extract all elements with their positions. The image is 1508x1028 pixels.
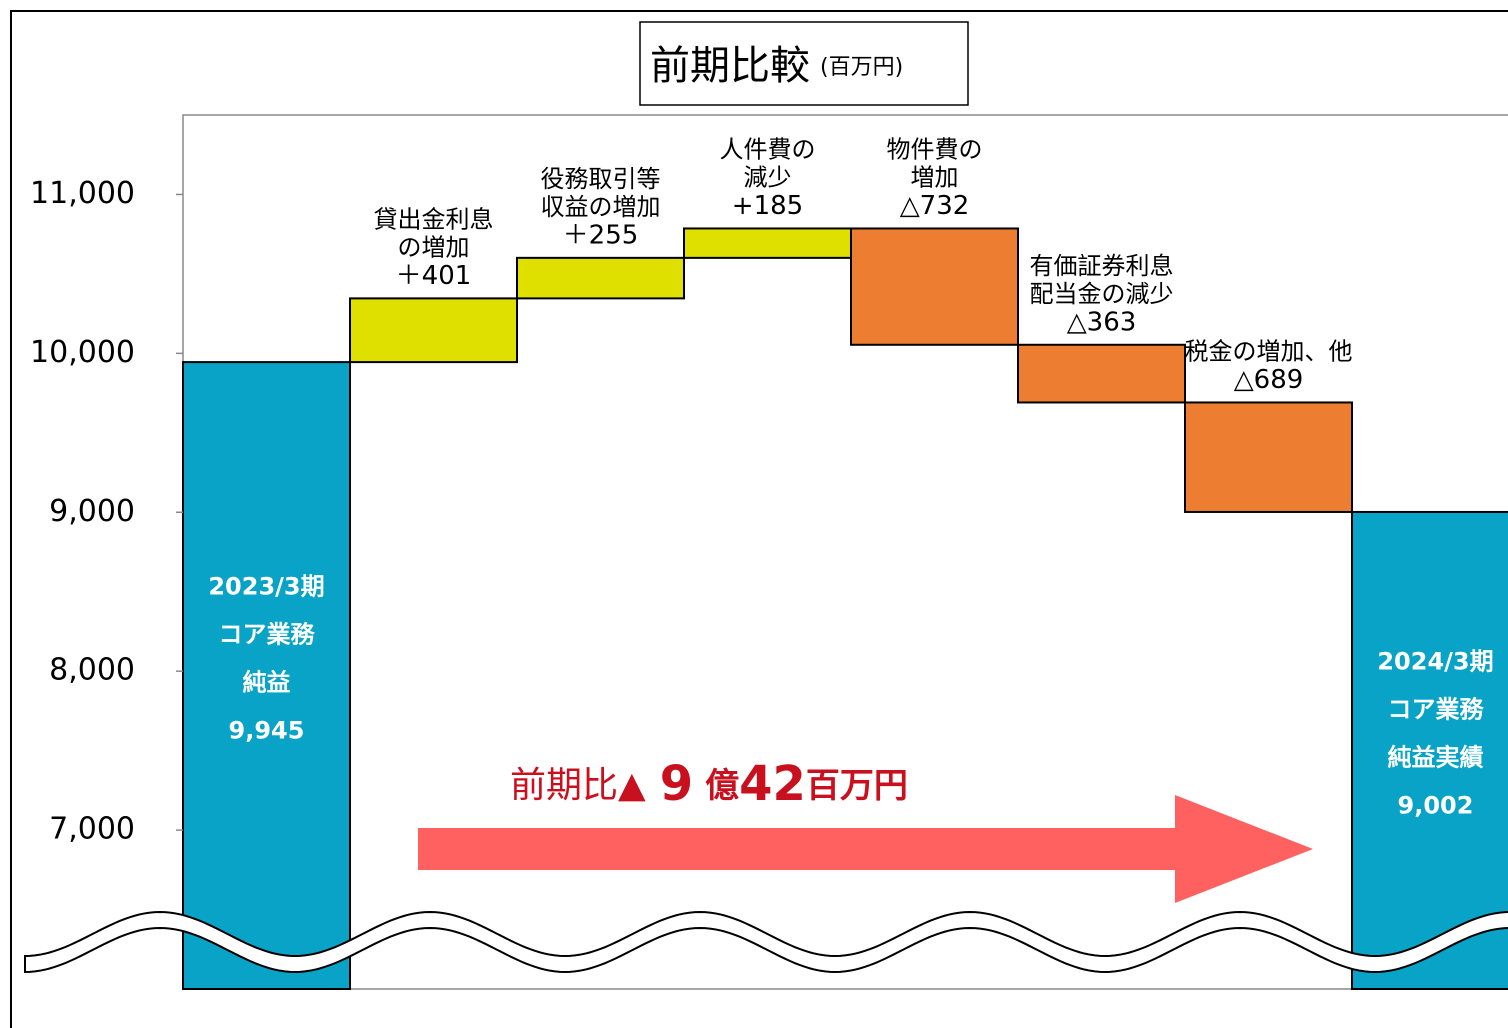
category-label: 物件費の — [887, 135, 983, 163]
value-label: ＋401 — [396, 261, 472, 291]
category-label: 純益 — [243, 669, 291, 697]
category-label: 貸出金利息 — [374, 205, 494, 233]
title: 前期比較 — [650, 43, 810, 89]
value-label: ＋255 — [563, 220, 639, 250]
y-tick-label: 8,000 — [49, 653, 135, 688]
bar — [182, 361, 351, 990]
axis-break — [24, 910, 1508, 974]
category-label: コア業務 — [1388, 695, 1485, 723]
subtitle: (百万円) — [820, 55, 903, 80]
category-label: 人件費の — [720, 135, 816, 163]
category-label: 増加 — [911, 163, 959, 191]
bar — [516, 256, 685, 300]
category-label: 役務取引等 — [541, 165, 661, 193]
arrow — [418, 795, 1313, 903]
category-label: 配当金の減少 — [1030, 280, 1174, 308]
value-label: +185 — [732, 191, 803, 221]
y-tick-label: 7,000 — [49, 812, 135, 847]
category-label: コア業務 — [219, 621, 316, 649]
bar — [850, 227, 1019, 346]
annotation-part: 42 — [739, 756, 806, 812]
bar — [1351, 510, 1508, 990]
value-label: 9,945 — [229, 717, 305, 745]
value-label: △732 — [900, 191, 970, 221]
value-label: 9,002 — [1398, 791, 1474, 819]
y-tick-label: 11,000 — [30, 176, 135, 211]
chart-title: 前期比較 (百万円) — [650, 43, 903, 89]
category-label: 有価証券利息 — [1030, 252, 1174, 280]
annotation-part: 億 — [705, 766, 739, 806]
category-label: 税金の増加、他 — [1185, 337, 1353, 365]
value-label: △689 — [1234, 365, 1304, 395]
category-label: 減少 — [744, 163, 792, 191]
category-label: 収益の増加 — [541, 193, 661, 221]
annotation-part: 前期比 — [510, 765, 618, 806]
y-tick-label: 10,000 — [30, 335, 135, 370]
y-tick-label: 9,000 — [49, 494, 135, 529]
category-label: 純益実績 — [1388, 743, 1484, 771]
title-box — [639, 21, 969, 106]
category-label: の増加 — [398, 233, 470, 261]
annotation-part: ▲ — [618, 765, 646, 806]
annotation-part: 百万円 — [806, 766, 908, 806]
annotation-part: 9 — [660, 756, 693, 812]
bar — [683, 227, 852, 259]
value-label: △363 — [1067, 307, 1137, 337]
annotation: 前期比▲ 9 億42百万円 — [510, 756, 908, 812]
bar — [1184, 401, 1353, 513]
category-label: 2023/3期 — [208, 573, 324, 601]
bar — [1017, 343, 1186, 404]
category-label: 2024/3期 — [1377, 647, 1493, 675]
bars — [182, 227, 1508, 990]
bar — [349, 297, 518, 364]
